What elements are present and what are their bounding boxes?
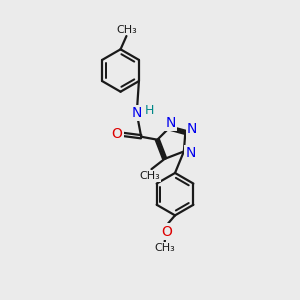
Text: H: H <box>144 104 154 117</box>
Text: O: O <box>161 225 172 238</box>
Text: CH₃: CH₃ <box>154 243 175 253</box>
Text: N: N <box>187 122 197 136</box>
Text: N: N <box>132 106 142 120</box>
Text: CH₃: CH₃ <box>116 25 137 34</box>
Text: N: N <box>185 146 196 160</box>
Text: CH₃: CH₃ <box>140 171 160 181</box>
Text: N: N <box>165 116 176 130</box>
Text: O: O <box>112 128 122 141</box>
